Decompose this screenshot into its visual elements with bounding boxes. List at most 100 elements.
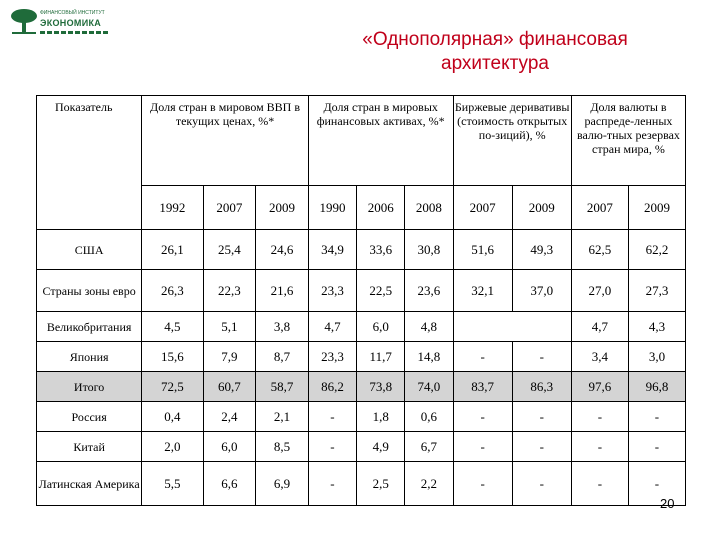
logo-bar [40, 31, 108, 34]
table-row-total: Итого 72,5 60,7 58,7 86,2 73,8 74,0 83,7… [35, 371, 687, 402]
value-cell: 30,8 [404, 229, 454, 270]
value-cell: 4,3 [627, 311, 687, 342]
value-cell: 23,3 [307, 269, 358, 312]
value-cell: 62,2 [627, 229, 687, 270]
value-cell: 2,4 [202, 401, 257, 432]
value-cell: 2,2 [404, 461, 454, 506]
year-cell: 2007 [570, 185, 629, 230]
value-cell: 26,3 [141, 269, 204, 312]
value-cell: 6,7 [404, 431, 454, 462]
value-cell: 5,5 [141, 461, 204, 506]
value-cell: - [627, 431, 687, 462]
value-cell: 60,7 [202, 371, 257, 402]
value-cell: 8,5 [255, 431, 309, 462]
value-cell: 62,5 [570, 229, 629, 270]
value-cell: 33,6 [356, 229, 406, 270]
row-label: Россия [35, 401, 143, 432]
logo-caption: ФИНАНСОВЫЙ ИНСТИТУТ [40, 10, 105, 16]
value-cell: - [307, 461, 358, 506]
row-label: Латинская Америка [35, 461, 143, 506]
value-cell: 49,3 [511, 229, 572, 270]
value-cell: 1,8 [356, 401, 406, 432]
value-cell: - [627, 401, 687, 432]
year-cell: 2006 [356, 185, 406, 230]
value-cell: - [570, 401, 629, 432]
row-label: Итого [35, 371, 143, 402]
value-cell: - [511, 341, 572, 372]
empty-derivatives-cell [452, 311, 572, 342]
value-cell: 3,4 [570, 341, 629, 372]
tree-logo-icon [11, 9, 37, 34]
year-cell: 1992 [141, 185, 204, 230]
header-gdp-share: Доля стран в мировом ВВП в текущих ценах… [141, 95, 309, 186]
value-cell: 0,4 [141, 401, 204, 432]
value-cell: 83,7 [452, 371, 513, 402]
value-cell: - [627, 461, 687, 506]
value-cell: 72,5 [141, 371, 204, 402]
value-cell: - [511, 431, 572, 462]
value-cell: 6,9 [255, 461, 309, 506]
year-cell: 2009 [627, 185, 687, 230]
value-cell: 15,6 [141, 341, 204, 372]
value-cell: 74,0 [404, 371, 454, 402]
value-cell: 34,9 [307, 229, 358, 270]
year-cell: 1990 [307, 185, 358, 230]
value-cell: 27,3 [627, 269, 687, 312]
logo: ФИНАНСОВЫЙ ИНСТИТУТ ЭКОНОМИКА [10, 8, 110, 38]
value-cell: 22,3 [202, 269, 257, 312]
value-cell: 6,0 [202, 431, 257, 462]
value-cell: 21,6 [255, 269, 309, 312]
title-line-2: архитектура [441, 53, 549, 74]
value-cell: - [511, 401, 572, 432]
value-cell: 6,0 [356, 311, 406, 342]
value-cell: 4,7 [307, 311, 358, 342]
table-row: Великобритания 4,5 5,1 3,8 4,7 6,0 4,8 4… [35, 311, 687, 342]
value-cell: 2,5 [356, 461, 406, 506]
table-row: Россия 0,4 2,4 2,1 - 1,8 0,6 - - - - [35, 401, 687, 432]
row-label: Страны зоны евро [35, 269, 143, 312]
value-cell: 86,3 [511, 371, 572, 402]
value-cell: 58,7 [255, 371, 309, 402]
title-line-1: «Однополярная» финансовая [362, 29, 628, 50]
value-cell: 51,6 [452, 229, 513, 270]
value-cell: 26,1 [141, 229, 204, 270]
row-label: Великобритания [35, 311, 143, 342]
value-cell: 6,6 [202, 461, 257, 506]
value-cell: 22,5 [356, 269, 406, 312]
value-cell: 86,2 [307, 371, 358, 402]
value-cell: 3,0 [627, 341, 687, 372]
year-cell: 2008 [404, 185, 454, 230]
value-cell: - [452, 401, 513, 432]
row-label: Китай [35, 431, 143, 462]
header-derivatives: Биржевые деривативы (стоимость открытых … [452, 95, 572, 186]
value-cell: 27,0 [570, 269, 629, 312]
years-row: 1992 2007 2009 1990 2006 2008 2007 2009 … [37, 185, 687, 230]
year-cell: 2007 [202, 185, 257, 230]
value-cell: - [452, 431, 513, 462]
row-label: США [35, 229, 143, 270]
value-cell: 4,7 [570, 311, 629, 342]
value-cell: - [511, 461, 572, 506]
page-number: 20 [660, 496, 675, 511]
value-cell: 32,1 [452, 269, 513, 312]
data-table: Показатель Доля стран в мировом ВВП в те… [35, 95, 687, 506]
row-label: Япония [35, 341, 143, 372]
logo-name: ЭКОНОМИКА [40, 18, 102, 28]
value-cell: 3,8 [255, 311, 309, 342]
header-indicator: Показатель [35, 95, 143, 230]
value-cell: 96,8 [627, 371, 687, 402]
value-cell: - [307, 401, 358, 432]
year-cell: 2009 [255, 185, 309, 230]
value-cell: 4,8 [404, 311, 454, 342]
value-cell: 2,1 [255, 401, 309, 432]
value-cell: 4,9 [356, 431, 406, 462]
value-cell: - [452, 461, 513, 506]
value-cell: 97,6 [570, 371, 629, 402]
value-cell: 7,9 [202, 341, 257, 372]
table-row: Страны зоны евро 26,3 22,3 21,6 23,3 22,… [35, 269, 687, 312]
header-row: Показатель Доля стран в мировом ВВП в те… [35, 95, 687, 230]
table-row: США 26,1 25,4 24,6 34,9 33,6 30,8 51,6 4… [35, 229, 687, 270]
table-row: Латинская Америка 5,5 6,6 6,9 - 2,5 2,2 … [35, 461, 687, 506]
table-row: Китай 2,0 6,0 8,5 - 4,9 6,7 - - - - [35, 431, 687, 462]
table-row: Япония 15,6 7,9 8,7 23,3 11,7 14,8 - - 3… [35, 341, 687, 372]
